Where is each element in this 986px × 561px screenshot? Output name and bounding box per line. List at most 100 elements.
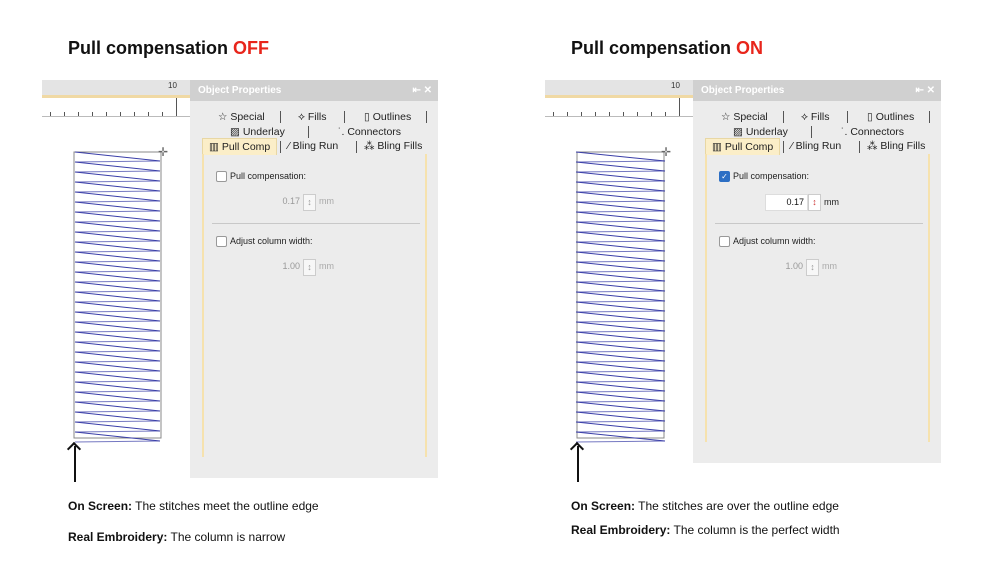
stitch: [575, 161, 666, 172]
title-bar: Object Properties ⇤ ✕: [693, 80, 941, 101]
arrow-icon: [577, 446, 579, 482]
caption-label: Real Embroidery:: [571, 523, 671, 537]
stitch: [575, 190, 666, 193]
tab-outlines[interactable]: ▯ Outlines: [867, 111, 915, 123]
pull-compensation-input[interactable]: 0.17: [282, 196, 300, 206]
ruler: 10: [42, 80, 190, 117]
stitch: [74, 330, 161, 333]
stitch: [74, 431, 161, 442]
caption-label: On Screen:: [571, 499, 636, 513]
pull-compensation-spinner[interactable]: ↕: [303, 194, 316, 211]
tab-fills[interactable]: ⟡ Fills: [801, 111, 830, 123]
stitch: [575, 321, 666, 332]
tab-underlay[interactable]: ▨ Underlay: [230, 126, 285, 138]
stitch: [575, 330, 666, 333]
stitch: [74, 370, 161, 373]
stitch: [575, 340, 666, 343]
tab-pull-comp[interactable]: ▥ Pull Comp: [705, 138, 781, 155]
adjust-column-width-input[interactable]: 1.00: [785, 261, 803, 271]
stitch: [575, 341, 666, 352]
window-controls[interactable]: ⇤ ✕: [412, 85, 432, 96]
tab-connectors[interactable]: ˙. Connectors: [841, 126, 905, 138]
stitch: [74, 360, 161, 363]
stitch: [575, 350, 666, 353]
caption-text: The column is the perfect width: [670, 523, 840, 537]
stitch: [575, 231, 666, 242]
stitch: [74, 261, 161, 272]
tab-underlay[interactable]: ▨ Underlay: [733, 126, 788, 138]
ruler: 10: [545, 80, 693, 117]
stitch: [74, 401, 161, 412]
stitch: [575, 431, 666, 442]
column-outline: [73, 151, 162, 439]
stitch: [74, 390, 161, 393]
stitch: [575, 351, 666, 362]
stitch: [74, 280, 161, 283]
tab-bling-run[interactable]: ⁄ Bling Run: [288, 140, 339, 152]
window-controls[interactable]: ⇤ ✕: [915, 85, 935, 96]
stitch: [575, 391, 666, 402]
stitch: [575, 151, 666, 162]
tab-connectors[interactable]: ˙. Connectors: [338, 126, 402, 138]
stitch: [74, 291, 161, 302]
stitch: [575, 420, 666, 423]
stitch: [74, 371, 161, 382]
stitch: [74, 440, 161, 443]
stitch: [74, 410, 161, 413]
adjust-column-width-input[interactable]: 1.00: [282, 261, 300, 271]
stitch: [575, 270, 666, 273]
stitch: [74, 381, 161, 392]
stitch: [575, 311, 666, 322]
stitch: [575, 291, 666, 302]
stitch: [575, 180, 666, 183]
unit-label: mm: [319, 196, 334, 206]
stitch: [575, 191, 666, 202]
stitch: [575, 331, 666, 342]
stitch: [575, 281, 666, 292]
tab-strip: ☆ Special ⟡ Fills ▯ Outlines ▨ Underlay …: [190, 101, 438, 155]
caption-text: The column is narrow: [167, 530, 286, 544]
stitch: [575, 320, 666, 323]
stitch: [575, 241, 666, 252]
stitch: [74, 311, 161, 322]
stitch: [74, 210, 161, 213]
stitch: [575, 230, 666, 233]
adjust-column-width-checkbox[interactable]: [719, 236, 730, 248]
heading-state: OFF: [233, 38, 270, 58]
tab-bling-fills[interactable]: ⁂ Bling Fills: [867, 140, 926, 152]
stitch: [575, 410, 666, 413]
adjust-column-width-label: Adjust column width:: [230, 236, 313, 246]
adjust-column-width-checkbox[interactable]: [216, 236, 227, 248]
stitch: [74, 350, 161, 353]
heading: Pull compensation OFF: [68, 38, 269, 59]
stitch: [74, 260, 161, 263]
pull-compensation-checkbox[interactable]: [216, 171, 227, 183]
stitch: [575, 210, 666, 213]
pull-compensation-input[interactable]: 0.17: [765, 194, 808, 211]
satin-column: ✛: [73, 145, 168, 443]
stitch: [74, 171, 161, 182]
tab-bling-run[interactable]: ⁄ Bling Run: [791, 140, 842, 152]
adjust-column-width-spinner[interactable]: ↕: [806, 259, 819, 276]
stitch: [74, 161, 161, 172]
tab-fills[interactable]: ⟡ Fills: [298, 111, 327, 123]
tab-special[interactable]: ☆ Special: [721, 111, 768, 123]
adjust-column-width-spinner[interactable]: ↕: [303, 259, 316, 276]
stitch: [575, 301, 666, 312]
tab-outlines[interactable]: ▯ Outlines: [364, 111, 412, 123]
real-embroidery-caption: Real Embroidery: The column is the perfe…: [571, 523, 840, 537]
heading-prefix: Pull compensation: [571, 38, 737, 58]
stitch: [74, 221, 161, 232]
stitch: [74, 290, 161, 293]
tab-pull-comp[interactable]: ▥ Pull Comp: [202, 138, 278, 155]
tab-bling-fills[interactable]: ⁂ Bling Fills: [364, 140, 423, 152]
stitch: [74, 211, 161, 222]
stitch: [575, 421, 666, 432]
stitch: [575, 260, 666, 263]
stitch: [74, 301, 161, 312]
tab-special[interactable]: ☆ Special: [218, 111, 265, 123]
pull-compensation-spinner[interactable]: ↕: [808, 194, 821, 211]
stitch: [575, 440, 666, 443]
pull-compensation-checkbox[interactable]: ✓: [719, 171, 730, 183]
stitch: [575, 371, 666, 382]
